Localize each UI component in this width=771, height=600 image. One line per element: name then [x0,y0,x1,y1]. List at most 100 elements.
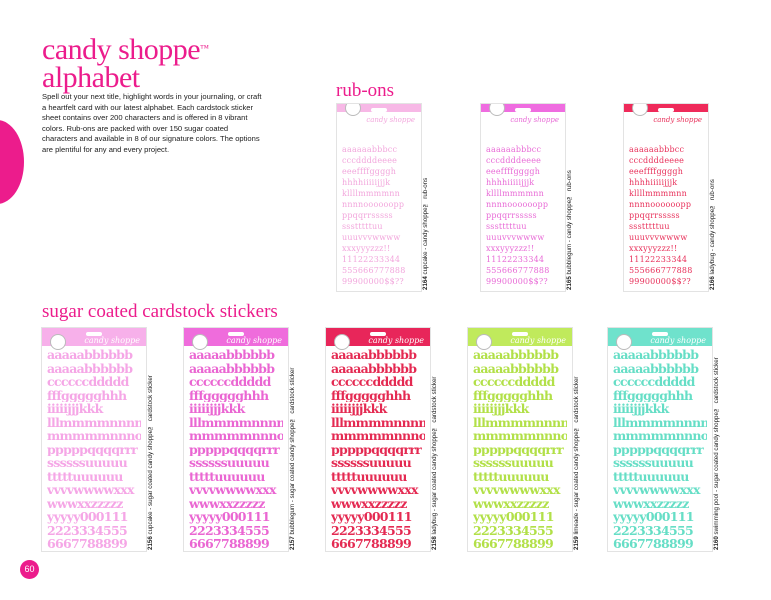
sticker-product-label: 2160 swimming pool - sugar coated candy … [713,327,720,550]
character-row: 2223334555 [613,523,694,537]
hang-hole [658,108,674,112]
character-row: nnnnoooooopp [486,200,549,209]
character-row: lllmmmmnnnn [613,415,707,429]
character-row: tttttuuuuuu [473,469,549,483]
character-row: ppqqrrsssss [629,211,680,220]
character-row: aaaaabbbbbb [331,348,417,362]
character-row: tttttuuuuuu [47,469,123,483]
hang-hole [370,332,386,336]
character-row: fffggggghhh [189,388,269,402]
character-row: vvvvwwwwxxx [47,483,134,497]
sticker-package-header: candy shoppe [608,328,712,350]
character-row: 555666777888 [486,266,550,275]
sticker-characters: aaaaabbbbbb aaaaabbbbbb ccccccddddd fffgggg… [473,348,567,551]
rubon-product-code: 2166 [709,276,716,290]
doodlebug-logo-icon [334,334,350,350]
character-row: 6667788899 [331,537,412,551]
character-row: cccddddeeee [486,156,542,165]
sticker-product-code: 2160 [713,536,720,550]
character-row: 555666777888 [629,266,693,275]
character-row: ccccccddddd [189,375,271,389]
character-row: ppqqrrsssss [342,211,393,220]
character-row: aaaaabbbbbb [47,348,133,362]
character-row: fffggggghhh [47,388,127,402]
hang-hole [512,332,528,336]
character-row: ssssssuuuuu [613,456,694,470]
character-row: tttttuuuuuu [613,469,689,483]
character-row: ssstttttuu [486,222,527,231]
character-row: xxxyyyzzz!! [342,244,391,253]
doodlebug-logo-icon [632,104,648,116]
trademark-symbol: ™ [200,43,209,53]
sticker-product-label: 2159 limeade - sugar coated candy shoppe… [573,327,580,550]
character-row: mmmmmnnnooo [613,429,707,443]
brand-mark: candy shoppe [226,336,282,345]
character-row: iiiiijjjkkk [613,402,669,416]
character-row: aaaaabbbbbb [47,361,133,375]
sticker-package: candy shoppe aaaaabbbbbb aaaaabbbbbb cccccc… [607,327,713,552]
character-row: xxxyyyzzz!! [486,244,535,253]
character-row: mmmmmnnnooo [331,429,425,443]
sticker-package: candy shoppe aaaaabbbbbb aaaaabbbbbb cccccc… [325,327,431,552]
character-row: vvvvwwwwxxx [613,483,700,497]
character-row: wwwxxzzzzz [47,496,123,510]
sticker-product-label: 2157 bubblegum - sugar coated candy shop… [289,327,296,550]
hang-hole [515,108,531,112]
character-row: nnnnoooooopp [342,200,405,209]
character-row: 99900000$$?? [342,277,404,286]
character-row: mmmmmnnnooo [473,429,567,443]
character-row: 2223334555 [331,523,412,537]
sticker-product-label: 2156 cupcake - sugar coated candy shoppe… [147,327,154,550]
character-row: pppppqqqqrrr [189,442,280,456]
character-row: hhhhiiiiijjjk [342,178,391,187]
character-row: aaaaabbbbbb [189,361,275,375]
character-row: uuuvvvwwww [342,233,401,242]
character-row: 11122233344 [486,255,545,264]
sticker-product-code: 2159 [573,536,580,550]
rubon-product-code: 2164 [422,276,429,290]
character-row: 6667788899 [189,537,270,551]
intro-paragraph: Spell out your next title, highlight wor… [42,92,262,154]
character-row: fffggggghhh [331,388,411,402]
character-row: ccccccddddd [331,375,413,389]
character-row: ssssssuuuuu [331,456,412,470]
character-row: 6667788899 [613,537,694,551]
character-row: pppppqqqqrrr [473,442,564,456]
title-line-2: alphabet [42,61,140,94]
character-row: iiiiijjjkkk [47,402,103,416]
character-row: eeeffffggggh [629,167,684,176]
character-row: aaaaaabbbcc [486,145,542,154]
character-row: wwwxxzzzzz [331,496,407,510]
character-row: lllmmmmnnnn [473,415,567,429]
character-row: eeeffffggggh [342,167,397,176]
character-row: aaaaabbbbbb [473,361,559,375]
character-row: iiiiijjjkkk [473,402,529,416]
character-row: ccccccddddd [473,375,555,389]
character-row: vvvvwwwwxxx [473,483,560,497]
doodlebug-logo-icon [345,104,361,116]
rubon-characters: aaaaaabbbcc cccddddeeee eeeffffggggh hhhhii… [629,144,703,287]
character-row: aaaaabbbbbb [331,361,417,375]
rubon-product-label: 2164 cupcake - candy shoppe™ rub-ons [422,103,429,290]
hang-hole [652,332,668,336]
rubon-characters: aaaaaabbbcc cccddddeeee eeeffffggggh hhhhii… [486,144,560,287]
sticker-package-header: candy shoppe [468,328,572,350]
rubon-product-description: cupcake - candy shoppe™ rub-ons [422,177,429,277]
character-row: ssssssuuuuu [473,456,554,470]
sticker-package-header: candy shoppe [326,328,430,350]
character-row: cccddddeeee [342,156,398,165]
character-row: wwwxxzzzzz [473,496,549,510]
character-row: pppppqqqqrrr [331,442,422,456]
sticker-product-description: cupcake - sugar coated candy shoppe™ car… [147,375,154,537]
character-row: ssstttttuu [342,222,383,231]
character-row: yyyyy000111 [47,510,129,524]
rubon-package-header: candy shoppe [624,104,708,124]
doodlebug-logo-icon [50,334,66,350]
character-row: uuuvvvwwww [486,233,545,242]
hang-hole [228,332,244,336]
character-row: lllmmmmnnnn [189,415,283,429]
rubon-package: candy shoppe aaaaaabbbcc cccddddeeee eeefff… [480,103,566,292]
page-title: candy shoppe™ alphabet [42,35,209,94]
sticker-package: candy shoppe aaaaabbbbbb aaaaabbbbbb cccccc… [183,327,289,552]
character-row: 2223334555 [47,523,128,537]
